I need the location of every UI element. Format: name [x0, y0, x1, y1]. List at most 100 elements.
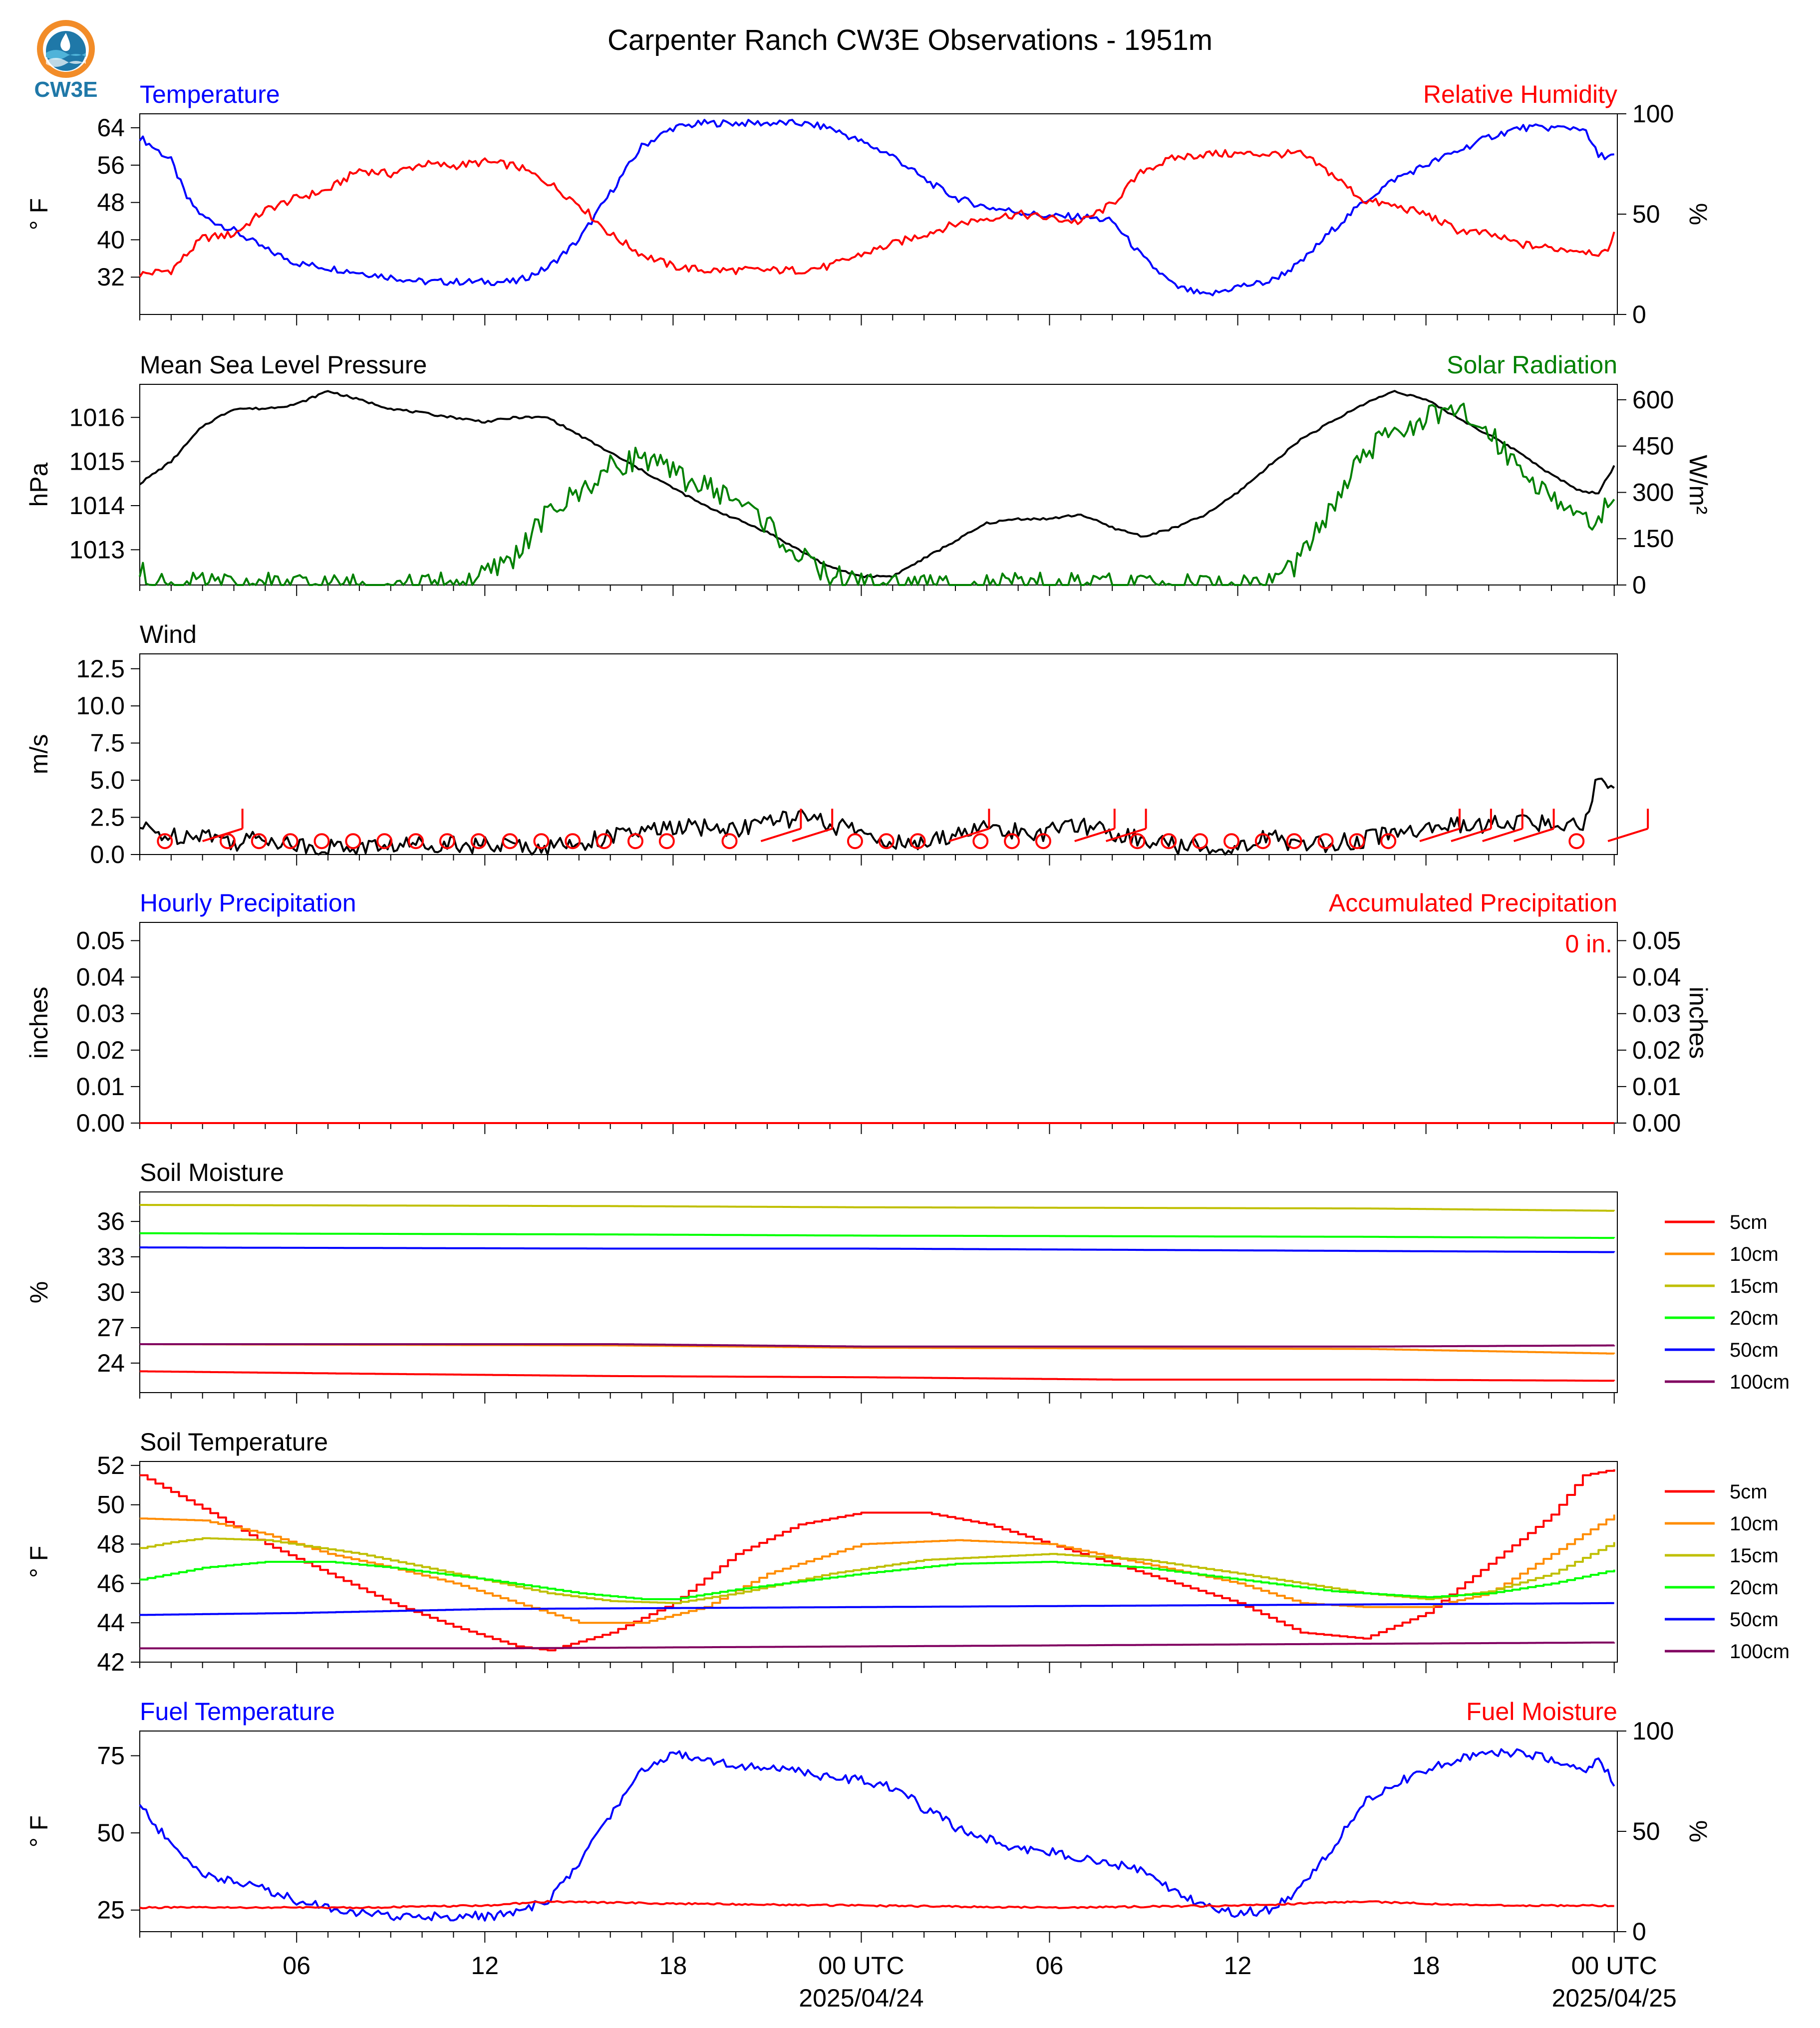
- y-tick-label-left: 52: [97, 1451, 125, 1479]
- legend-label: 15cm: [1730, 1545, 1779, 1567]
- y-tick-label-left: 0.04: [76, 963, 125, 991]
- panel-title-left: Fuel Temperature: [140, 1698, 335, 1726]
- panel-pressure: Mean Sea Level Pressure Solar Radiation 10…: [25, 351, 1712, 599]
- y-tick-label-right: 600: [1632, 386, 1674, 414]
- wind-barb-calm: [1161, 833, 1177, 850]
- y-tick-label-left: 40: [97, 226, 125, 254]
- wind-barb-shaft: [1514, 828, 1554, 843]
- wind-barb-shaft: [1074, 828, 1115, 843]
- y-axis-label-left: ° F: [25, 1815, 53, 1847]
- panel-temperature: Temperature Relative Humidity 32 40 48 56 64 0 5…: [25, 80, 1712, 328]
- wind-barb-shaft: [1419, 828, 1460, 843]
- y-tick-label-left: 0.05: [76, 927, 125, 955]
- y-tick-label-left: 48: [97, 1530, 125, 1558]
- wind-barb-calm: [470, 833, 487, 850]
- y-axis-label-left: m/s: [25, 734, 53, 775]
- y-tick-label-right: 0.05: [1632, 927, 1681, 955]
- y-tick-label-right: 0: [1632, 300, 1646, 328]
- panels: Temperature Relative Humidity 32 40 48 56 64 0 5…: [25, 80, 1790, 2012]
- series-line-solar-radiation: [139, 402, 1615, 586]
- legend-label: 20cm: [1730, 1307, 1779, 1329]
- series-line-wind: [139, 778, 1615, 856]
- y-tick-label-left: 7.5: [90, 729, 125, 757]
- y-tick-label-left: 33: [97, 1243, 125, 1271]
- y-axis-label-left: ° F: [25, 1546, 53, 1578]
- panel-wind: Wind 0.0 2.5 5.0 7.5 10.0 12.5 m/s: [25, 620, 1649, 869]
- wind-barb-shaft: [1106, 828, 1147, 843]
- wind-barb-calm: [721, 833, 738, 850]
- series-line-15cm: [140, 1204, 1615, 1212]
- wind-barb-shaft: [1451, 828, 1492, 843]
- wind-barb-calm: [408, 833, 424, 850]
- y-tick-label-right: 0.00: [1632, 1109, 1681, 1137]
- series-line-50cm: [140, 1246, 1615, 1253]
- y-tick-label-left: 64: [97, 114, 125, 142]
- wind-barb-calm: [533, 833, 550, 850]
- wind-barb-shaft: [1607, 828, 1648, 843]
- wind-barb-shaft: [792, 828, 833, 843]
- wind-barb-calm: [878, 833, 895, 850]
- y-tick-label-left: 0.00: [76, 1109, 125, 1137]
- series-line-fuel-temperature: [139, 1748, 1615, 1922]
- wind-barb-calm: [1129, 833, 1146, 850]
- logo-text: CW3E: [34, 77, 97, 102]
- x-tick-label: 12: [471, 1952, 499, 1980]
- wind-barb-calm: [847, 833, 863, 850]
- y-tick-label-right: 50: [1632, 200, 1660, 228]
- wind-barb-calm: [1254, 833, 1271, 850]
- plot-frame: [139, 1461, 1618, 1663]
- x-tick-date: 2025/04/25: [1552, 1984, 1677, 2012]
- y-tick-label-left: 25: [97, 1896, 125, 1924]
- wind-barb-calm: [376, 833, 393, 850]
- wind-barb-calm: [972, 833, 989, 850]
- y-axis-label-left: %: [25, 1281, 53, 1303]
- wind-barb-calm: [565, 833, 581, 850]
- wind-barb-calm: [1004, 833, 1020, 850]
- wind-barb-calm: [157, 833, 173, 850]
- y-tick-label-left: 27: [97, 1314, 125, 1342]
- y-tick-label-left: 50: [97, 1491, 125, 1519]
- wind-barb-calm: [313, 833, 330, 850]
- y-axis-label-right: %: [1684, 203, 1712, 225]
- wind-barb-calm: [502, 833, 518, 850]
- panel-title-right: Relative Humidity: [1423, 80, 1617, 108]
- y-tick-label-left: 24: [97, 1349, 125, 1377]
- wind-barb-calm: [1380, 833, 1397, 850]
- wind-barb-calm: [1192, 833, 1209, 850]
- y-tick-label-left: 1014: [69, 492, 125, 520]
- panel-title-right: Fuel Moisture: [1466, 1698, 1617, 1726]
- wind-barb-calm: [282, 833, 299, 850]
- wind-barb-shaft: [760, 828, 801, 843]
- wind-barb-calm: [1349, 833, 1365, 850]
- plot-frame: [139, 922, 1618, 1124]
- wind-barb-calm: [596, 833, 612, 850]
- series-line-relative-humidity: [139, 149, 1615, 278]
- plot-frame: [139, 113, 1618, 315]
- series-line-5cm: [140, 1370, 1615, 1382]
- panel-title-left: Wind: [140, 620, 197, 648]
- y-tick-label-left: 46: [97, 1569, 125, 1597]
- series-line-5cm: [140, 1469, 1615, 1652]
- x-tick-label: 18: [659, 1952, 687, 1980]
- series-line-fuel-moisture: [139, 1900, 1614, 1910]
- plot-frame: [139, 653, 1618, 855]
- panel-title-left: Hourly Precipitation: [140, 889, 356, 917]
- y-tick-label-right: 100: [1632, 100, 1674, 128]
- legend-label: 100cm: [1730, 1371, 1790, 1393]
- plot-frame: [139, 1191, 1618, 1393]
- y-tick-label-left: 0.03: [76, 1000, 125, 1028]
- wind-barb-calm: [345, 833, 361, 850]
- y-tick-label-left: 1016: [69, 403, 125, 431]
- panel-fuel: Fuel Temperature Fuel Moisture 25 50 75 0 50 10…: [25, 1698, 1712, 2012]
- panel-title-left: Mean Sea Level Pressure: [140, 351, 427, 379]
- legend-label: 10cm: [1730, 1513, 1779, 1535]
- legend-label: 5cm: [1730, 1481, 1768, 1503]
- panel-title-left: Temperature: [140, 80, 280, 108]
- y-tick-label-left: 10.0: [76, 692, 125, 720]
- legend-label: 50cm: [1730, 1339, 1779, 1361]
- y-tick-label-right: 0.02: [1632, 1036, 1681, 1064]
- y-axis-label-right: W/m²: [1684, 455, 1712, 514]
- wind-barb-calm: [627, 833, 643, 850]
- y-tick-label-left: 2.5: [90, 804, 125, 832]
